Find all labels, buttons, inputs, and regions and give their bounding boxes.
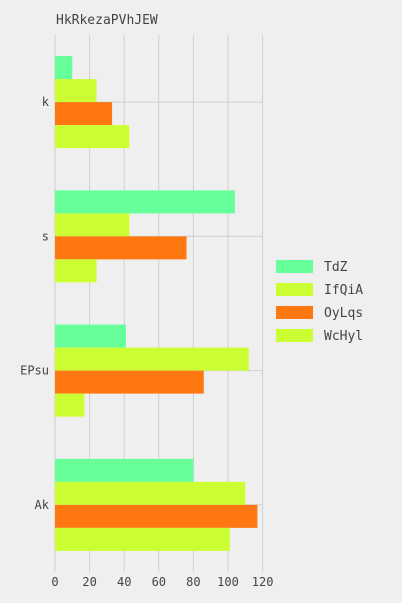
bars [55,56,258,551]
legend-swatch-TdZ [276,260,313,273]
x-tick-label: 120 [252,575,274,589]
x-tick-label: 40 [117,575,131,589]
x-tick-label: 80 [186,575,200,589]
bar-TdZ-s [55,190,235,214]
y-tick-label: Ak [35,498,50,512]
legend-label-IfQiA: IfQiA [324,283,363,298]
x-tick-label: 20 [82,575,96,589]
bar-WcHyl-Ak [55,527,230,551]
y-axis-labels: k s EPsu Ak [20,95,50,512]
legend-label-WcHyl: WcHyl [324,329,363,344]
bar-TdZ-k [55,56,73,80]
bar-IfQiA-Ak [55,481,246,505]
bar-OyLqs-k [55,102,113,126]
y-tick-label: EPsu [20,364,49,378]
legend-swatch-OyLqs [276,306,313,319]
legend-label-OyLqs: OyLqs [324,306,363,321]
bar-IfQiA-k [55,79,97,103]
x-tick-label: 100 [217,575,239,589]
bar-IfQiA-EPsu [55,347,249,371]
bar-WcHyl-s [55,259,97,283]
bar-OyLqs-s [55,236,187,260]
bar-TdZ-Ak [55,458,194,482]
bar-WcHyl-k [55,125,130,149]
bar-TdZ-EPsu [55,324,126,348]
x-axis-labels: 0 20 40 60 80 100 120 [51,575,273,589]
chart-title: HkRkezaPVhJEW [56,13,158,28]
y-tick-label: s [42,229,49,243]
bar-WcHyl-EPsu [55,393,85,417]
bar-IfQiA-s [55,213,130,237]
x-tick-label: 60 [152,575,166,589]
y-tick-label: k [42,95,50,109]
legend-swatch-WcHyl [276,329,313,342]
x-tick-label: 0 [51,575,58,589]
legend-label-TdZ: TdZ [324,260,348,275]
bar-OyLqs-Ak [55,504,258,528]
legend: TdZ IfQiA OyLqs WcHyl [276,260,363,344]
legend-swatch-IfQiA [276,283,313,296]
bar-OyLqs-EPsu [55,370,204,394]
